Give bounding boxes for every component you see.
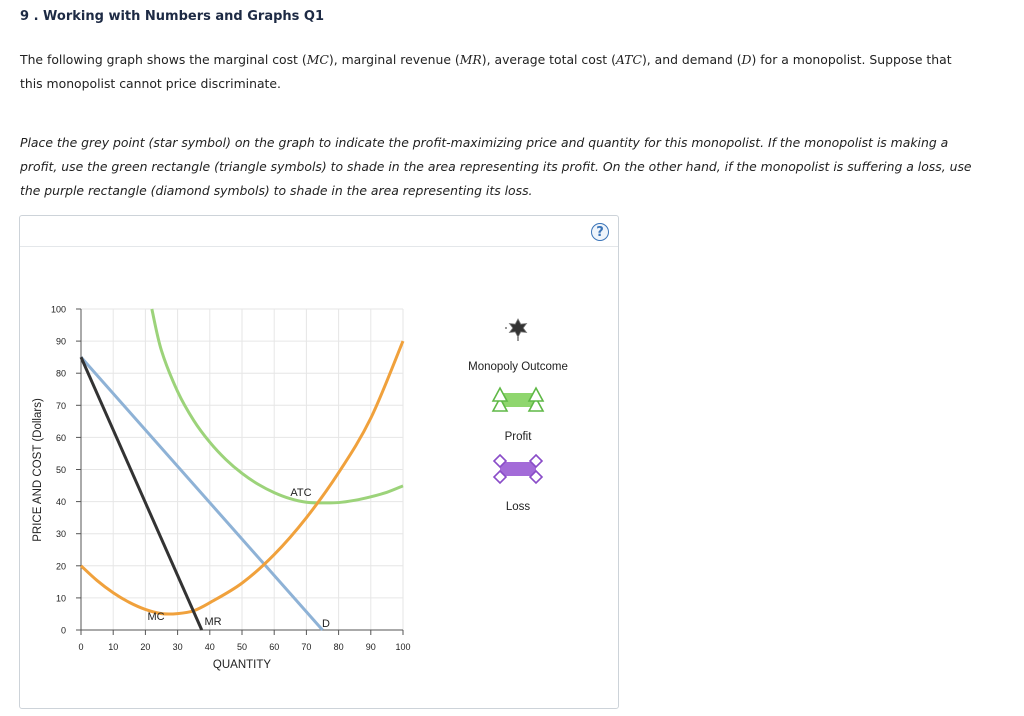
x-tick-label: 70 (301, 642, 311, 652)
profit-label: Profit (505, 431, 533, 443)
diamond-icon[interactable] (528, 453, 544, 469)
x-tick-label: 100 (395, 642, 410, 652)
diamond-icon[interactable] (492, 469, 508, 485)
mc-label: MC (147, 611, 164, 623)
chart-grid (81, 308, 404, 630)
triangle-icon[interactable] (527, 386, 545, 402)
y-tick-label: 20 (56, 561, 66, 571)
triangle-icon[interactable] (491, 386, 509, 402)
atc-curve (150, 308, 404, 505)
loss-label: Loss (506, 501, 531, 513)
x-axis-label: QUANTITY (213, 659, 271, 671)
x-tick-label: 20 (140, 642, 150, 652)
x-tick-label: 80 (334, 642, 344, 652)
y-tick-label: 0 (61, 626, 66, 636)
profit-rectangle[interactable] (500, 393, 536, 407)
y-tick-label: 80 (56, 369, 66, 379)
intro-text: The following graph shows the marginal c… (20, 52, 952, 91)
loss-rectangle-tool[interactable] (492, 453, 544, 485)
mr-curve (79, 356, 204, 631)
d-curve (79, 356, 324, 631)
y-tick-label: 10 (56, 593, 66, 603)
atc-label: ATC (290, 487, 311, 499)
grey-star-icon[interactable] (508, 318, 528, 338)
x-tick-label: 0 (78, 642, 83, 652)
y-tick-label: 40 (56, 497, 66, 507)
x-tick-label: 40 (205, 642, 215, 652)
y-axis-label: PRICE AND COST (Dollars) (32, 398, 44, 542)
question-title: 9 . Working with Numbers and Graphs Q1 (20, 9, 325, 24)
y-tick-label: 100 (51, 305, 66, 315)
x-tick-label: 60 (269, 642, 279, 652)
y-tick-label: 30 (56, 529, 66, 539)
diamond-icon[interactable] (492, 453, 508, 469)
monopoly-outcome-label: Monopoly Outcome (468, 361, 568, 373)
help-icon[interactable]: ? (591, 223, 609, 241)
curve-labels: MC MR D ATC (147, 487, 330, 630)
instructions-text: Place the grey point (star symbol) on th… (20, 135, 972, 198)
y-tick-label: 50 (56, 465, 66, 475)
mr-label: MR (204, 616, 221, 628)
x-tick-label: 30 (173, 642, 183, 652)
x-tick-label: 50 (237, 642, 247, 652)
diamond-icon[interactable] (528, 469, 544, 485)
y-tick-label: 90 (56, 337, 66, 347)
y-tick-label: 70 (56, 401, 66, 411)
d-label: D (322, 618, 330, 630)
graph-toolbar: ? (20, 216, 618, 247)
y-tick-label: 60 (56, 433, 66, 443)
x-tick-label: 90 (366, 642, 376, 652)
triangle-icon[interactable] (491, 396, 509, 412)
profit-rectangle-tool[interactable] (491, 386, 545, 412)
chart-ticks: 0 10 20 30 40 50 60 70 80 90 100 0 10 20 30 40 50 60 70 80 9… (51, 305, 411, 653)
loss-rectangle[interactable] (500, 462, 536, 476)
x-tick-label: 10 (108, 642, 118, 652)
chart-curves (79, 308, 405, 631)
monopoly-outcome-tool[interactable] (505, 318, 528, 341)
triangle-icon[interactable] (527, 396, 545, 412)
